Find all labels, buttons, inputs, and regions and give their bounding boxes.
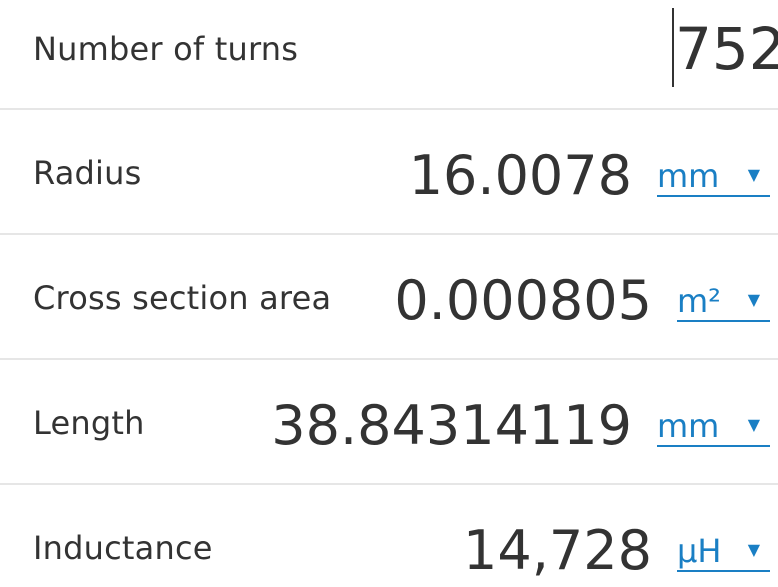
- radius-unit-dropdown[interactable]: mm ▼: [657, 157, 770, 197]
- divider: [0, 108, 778, 110]
- row-inductance: Inductance 14,728 µH ▼: [0, 484, 778, 587]
- divider: [0, 233, 778, 235]
- length-unit-label: mm: [657, 407, 720, 445]
- unit-underline: [657, 445, 770, 447]
- chevron-down-icon: ▼: [747, 165, 760, 184]
- row-cross-section-area: Cross section area 0.000805 m² ▼: [0, 234, 778, 359]
- divider: [0, 358, 778, 360]
- length-unit-dropdown[interactable]: mm ▼: [657, 407, 770, 447]
- divider: [0, 483, 778, 485]
- radius-value-input[interactable]: 16.0078: [408, 144, 632, 207]
- area-unit-dropdown[interactable]: m² ▼: [677, 282, 770, 322]
- unit-underline: [657, 195, 770, 197]
- inductance-value-output[interactable]: 14,728: [463, 519, 652, 582]
- cross-section-area-value-input[interactable]: 0.000805: [394, 269, 652, 332]
- radius-unit-label: mm: [657, 157, 720, 195]
- chevron-down-icon: ▼: [747, 415, 760, 434]
- text-cursor: [672, 8, 674, 87]
- area-unit-label: m²: [677, 282, 721, 320]
- length-value-input[interactable]: 38.84314119: [271, 394, 632, 457]
- inductance-unit-dropdown[interactable]: µH ▼: [677, 532, 770, 572]
- length-label: Length: [33, 404, 145, 442]
- chevron-down-icon: ▼: [747, 290, 760, 309]
- inductance-unit-label: µH: [677, 532, 722, 570]
- row-number-of-turns: Number of turns 752: [0, 0, 778, 109]
- number-of-turns-input[interactable]: 752: [675, 15, 778, 83]
- row-length: Length 38.84314119 mm ▼: [0, 359, 778, 484]
- radius-label: Radius: [33, 154, 142, 192]
- unit-underline: [677, 570, 770, 572]
- inductance-label: Inductance: [33, 529, 213, 567]
- unit-underline: [677, 320, 770, 322]
- chevron-down-icon: ▼: [747, 540, 760, 559]
- number-of-turns-label: Number of turns: [33, 30, 299, 68]
- cross-section-area-label: Cross section area: [33, 279, 332, 317]
- row-radius: Radius 16.0078 mm ▼: [0, 109, 778, 234]
